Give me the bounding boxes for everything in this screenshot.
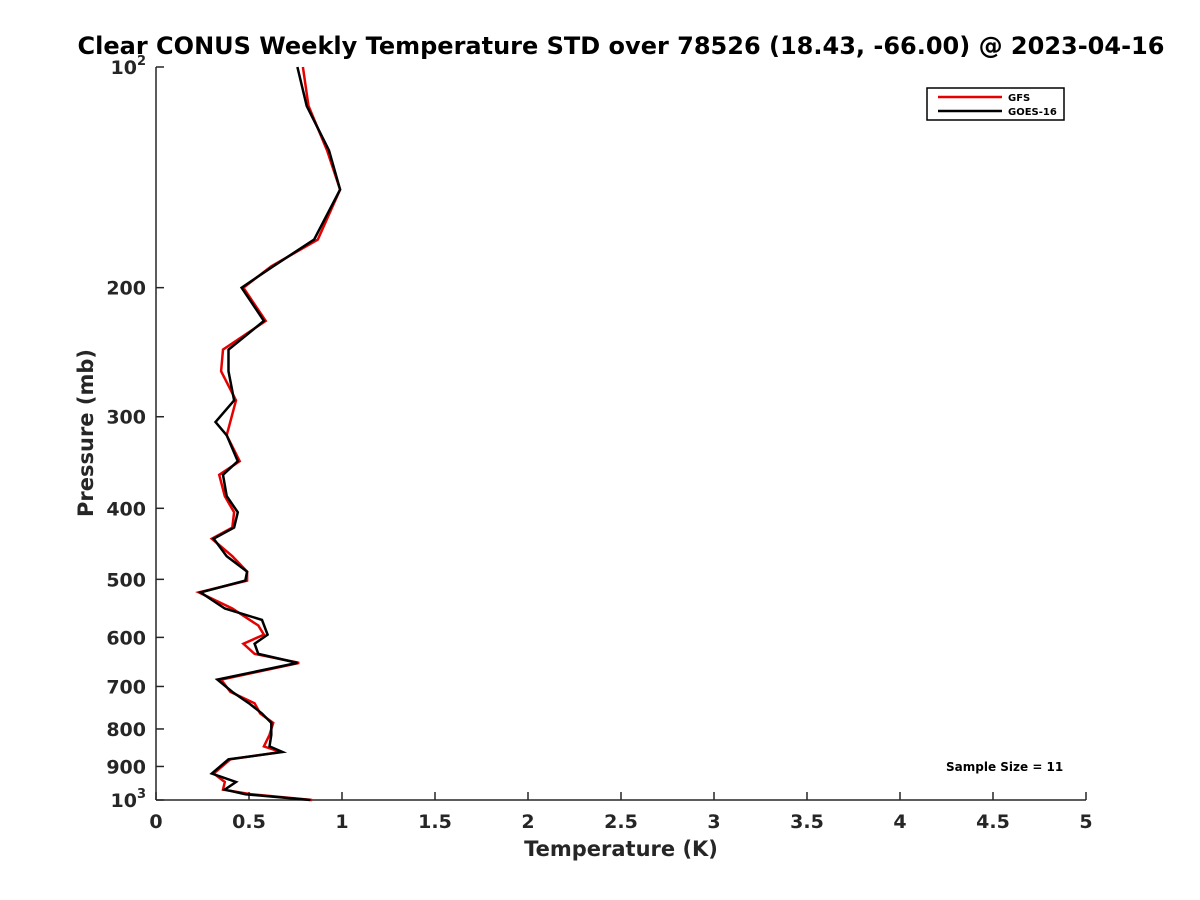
series-line-goes-16 <box>197 66 342 802</box>
y-tick-label: 900 <box>106 756 146 778</box>
y-tick-label: 103 <box>111 787 147 812</box>
chart-title: Clear CONUS Weekly Temperature STD over … <box>78 32 1165 60</box>
x-tick-label: 0.5 <box>232 811 266 833</box>
x-tick-label: 4 <box>893 811 906 833</box>
y-tick-label: 600 <box>106 627 146 649</box>
y-tick-label-base: 10 <box>111 57 137 79</box>
y-tick-label: 800 <box>106 719 146 741</box>
y-tick-label: 200 <box>106 278 146 300</box>
y-tick-label-base: 300 <box>106 407 146 429</box>
y-tick-label: 300 <box>106 407 146 429</box>
y-tick-label-base: 10 <box>111 790 137 812</box>
y-tick-label-base: 600 <box>106 627 146 649</box>
y-tick-label: 102 <box>111 54 147 79</box>
legend-box <box>926 87 1065 121</box>
y-tick-label-base: 400 <box>106 498 146 520</box>
y-tick-label-base: 900 <box>106 756 146 778</box>
y-tick-label-base: 700 <box>106 676 146 698</box>
legend-label-goes-16: GOES-16 <box>1008 107 1057 118</box>
y-tick-label: 400 <box>106 498 146 520</box>
x-tick-label: 3 <box>707 811 720 833</box>
x-axis-ticks: 0 0.5 1 1.5 2 2.5 3 3.5 4 4.5 5 <box>149 792 1093 833</box>
sample-size-annotation: Sample Size = 11 <box>946 760 1063 774</box>
legend-label-gfs: GFS <box>1008 93 1030 104</box>
x-tick-label: 2.5 <box>604 811 638 833</box>
x-axis-label: Temperature (K) <box>524 837 718 861</box>
x-tick-label: 1.5 <box>418 811 452 833</box>
y-tick-label-base: 500 <box>106 569 146 591</box>
y-tick-label: 500 <box>106 569 146 591</box>
y-tick-label-exponent: 2 <box>137 54 146 69</box>
legend: GFS GOES-16 <box>926 87 1065 121</box>
y-tick-label: 700 <box>106 676 146 698</box>
x-tick-label: 3.5 <box>790 811 824 833</box>
x-tick-label: 5 <box>1079 811 1092 833</box>
series-layer <box>195 66 342 802</box>
x-tick-label: 1 <box>335 811 348 833</box>
y-tick-label-base: 800 <box>106 719 146 741</box>
y-axis-label: Pressure (mb) <box>74 349 98 517</box>
x-tick-label: 2 <box>521 811 534 833</box>
y-tick-label-base: 200 <box>106 278 146 300</box>
y-tick-label-exponent: 3 <box>137 787 146 802</box>
x-tick-label: 0 <box>149 811 162 833</box>
x-tick-label: 4.5 <box>976 811 1010 833</box>
